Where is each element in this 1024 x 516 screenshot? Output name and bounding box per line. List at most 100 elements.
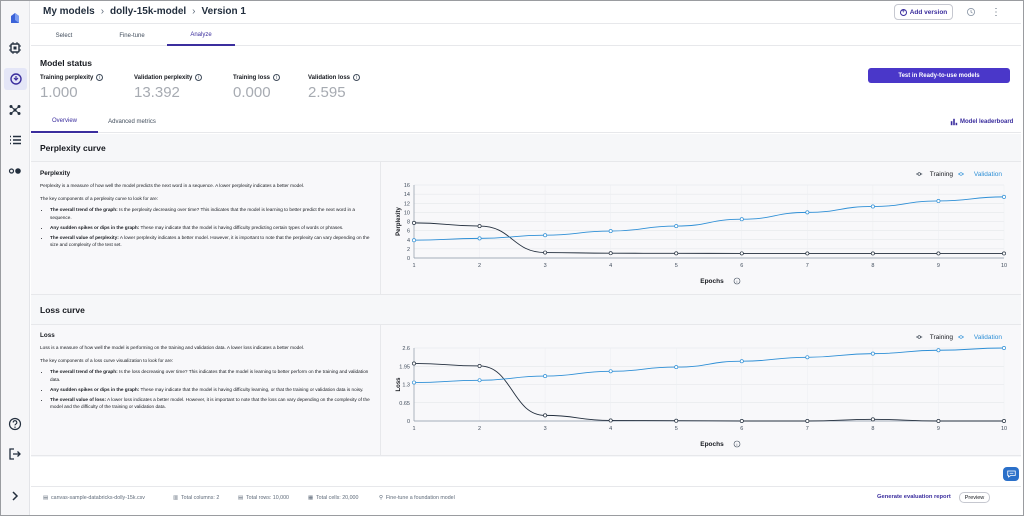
info-icon[interactable]: i	[195, 74, 203, 81]
tab-overview[interactable]: Overview	[31, 111, 98, 133]
preview-button[interactable]: Preview	[959, 492, 990, 503]
data-point-training	[543, 250, 548, 255]
history-icon[interactable]	[964, 5, 978, 19]
loss-card	[31, 324, 1021, 456]
breadcrumb-version: Version 1	[201, 6, 246, 17]
metric-label: Validation perplexity	[134, 74, 193, 81]
metric-label: Validation loss	[308, 74, 351, 81]
chat-icon[interactable]	[1003, 467, 1019, 481]
expand-chevron-icon[interactable]	[6, 487, 24, 505]
total-columns: ▥ Total columns: 2	[173, 495, 219, 501]
model-leaderboard-link[interactable]: Model leaderboard	[950, 118, 1013, 126]
columns-icon: ▥	[173, 495, 179, 501]
models-icon[interactable]	[4, 68, 27, 90]
x-tick-label: 5	[675, 426, 678, 432]
tab-analyze[interactable]: Analyze	[167, 25, 235, 46]
test-ready-to-use-button[interactable]: Test in Ready-to-use models	[868, 68, 1010, 83]
bullet-text: These may indicate that the model is hav…	[139, 386, 364, 392]
data-point-training	[477, 364, 482, 368]
x-tick-label: 3	[544, 426, 547, 432]
tab-fine-tune[interactable]: Fine-tune	[119, 32, 145, 39]
data-point-validation	[936, 199, 941, 203]
x-tick-label: 1	[412, 263, 415, 269]
total-cells: ▦ Total cells: 20,000	[308, 495, 358, 501]
perplexity-key-intro: The key components of a perplexity curve…	[40, 196, 159, 202]
dataset-name: canvas-sample-databricks-dolly-15k.csv	[51, 495, 145, 501]
list-icon[interactable]	[6, 131, 24, 149]
location-pin-icon: ⚲	[379, 495, 383, 501]
toggle-icon[interactable]	[6, 162, 24, 180]
y-tick-label: 2	[407, 247, 410, 253]
data-point-training	[543, 413, 548, 418]
legend-label-validation: Validation	[974, 171, 1002, 178]
legend-marker-validation	[959, 172, 963, 176]
top-header: My models › dolly-15k-model › Version 1 …	[31, 1, 1021, 24]
plus-circle-icon: +	[899, 8, 907, 16]
divider	[380, 161, 381, 295]
list-item: Any sudden spikes or dips in the graph: …	[50, 386, 375, 393]
data-point-training	[936, 419, 941, 423]
bullet-bold: The overall trend of the graph:	[50, 369, 118, 375]
info-icon[interactable]: i	[353, 74, 361, 81]
y-axis-label: Perplexity	[396, 206, 402, 235]
metric-value: 1.000	[40, 84, 78, 101]
y-tick-label: 0	[407, 256, 410, 262]
data-point-validation	[870, 204, 875, 209]
breadcrumb-my-models[interactable]: My models	[43, 6, 95, 17]
x-tick-label: 9	[937, 426, 940, 432]
x-tick-label: 8	[871, 263, 874, 269]
data-point-training	[805, 419, 810, 423]
x-tick-label: 7	[806, 263, 809, 269]
info-icon[interactable]: i	[273, 74, 281, 81]
data-point-training	[412, 220, 416, 225]
y-tick-label: 1.95	[399, 364, 410, 370]
legend-label-training: Training	[930, 171, 954, 178]
dataset-footer: ▤ canvas-sample-databricks-dolly-15k.csv …	[31, 486, 1021, 508]
x-tick-label: 1	[412, 426, 415, 432]
bullet-bold: The overall value of loss:	[50, 397, 107, 403]
list-item: The overall value of loss: A lower loss …	[50, 396, 375, 411]
tab-select[interactable]: Select	[55, 32, 73, 39]
bullet-bold: Any sudden spikes or dips in the graph:	[50, 224, 140, 230]
series-line-validation	[413, 347, 1005, 383]
sign-out-icon[interactable]	[6, 445, 24, 463]
add-version-button[interactable]: + Add version	[894, 4, 953, 20]
y-tick-label: 6	[407, 229, 410, 235]
ml-ops-icon[interactable]	[6, 101, 24, 119]
data-point-validation	[739, 217, 744, 222]
help-icon[interactable]	[6, 415, 24, 433]
bullet-text: A lower perplexity indicates a better mo…	[50, 235, 370, 248]
tab-advanced-metrics[interactable]: Advanced metrics	[108, 119, 156, 125]
series-line-training	[413, 222, 1004, 254]
chevron-right-icon: ›	[192, 6, 196, 17]
x-tick-label: 7	[806, 426, 809, 432]
data-point-validation	[936, 348, 941, 353]
data-point-training	[412, 361, 416, 366]
metric-training-perplexity: Training perplexity i 1.000	[40, 74, 104, 101]
y-tick-label: 1.3	[402, 383, 410, 389]
data-point-validation	[1002, 346, 1006, 350]
metric-training-loss: Training loss i 0.000	[233, 74, 281, 101]
bar-chart-icon	[950, 118, 958, 126]
x-tick-label: 8	[871, 426, 874, 432]
info-icon	[733, 277, 741, 285]
loss-chart: 0 0.65 1.3 1.95 2.6 1 2 3 4 5 6 7 8 9 10 Loss Epochs i Val…	[396, 334, 1007, 448]
task-type: ⚲ Fine-tune a foundation model	[379, 495, 455, 501]
canvas-logo-icon[interactable]	[6, 9, 24, 27]
data-point-training	[870, 251, 875, 256]
data-point-validation	[1002, 194, 1006, 199]
y-tick-label: 2.6	[402, 346, 410, 352]
generate-report-link[interactable]: Generate evaluation report	[877, 494, 951, 500]
chip-icon[interactable]	[6, 39, 24, 57]
data-point-validation	[674, 224, 679, 229]
info-icon[interactable]: i	[96, 74, 104, 81]
metric-value: 2.595	[308, 84, 346, 101]
rows-text: Total rows: 10,000	[246, 495, 290, 501]
bullet-text: These may indicate that the model is hav…	[139, 224, 344, 230]
bullet-bold: The overall trend of the graph:	[50, 207, 118, 213]
x-tick-label: 3	[544, 263, 547, 269]
breadcrumb-model[interactable]: dolly-15k-model	[110, 6, 187, 17]
data-point-training	[608, 418, 613, 423]
cells-icon: ▦	[308, 495, 314, 501]
more-options-icon[interactable]: ⋮	[991, 6, 1001, 18]
